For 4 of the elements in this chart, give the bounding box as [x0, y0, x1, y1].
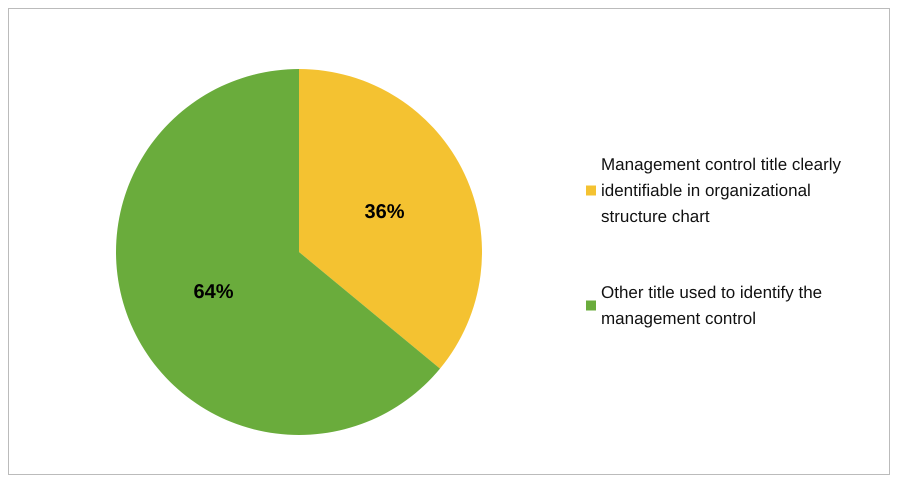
legend-label: Other title used to identify the management control [601, 283, 827, 328]
data-label: 36% [364, 200, 405, 223]
data-label: 64% [193, 281, 234, 304]
legend-label: Management control title clearly identifiable in organizational structure chart [601, 155, 846, 226]
